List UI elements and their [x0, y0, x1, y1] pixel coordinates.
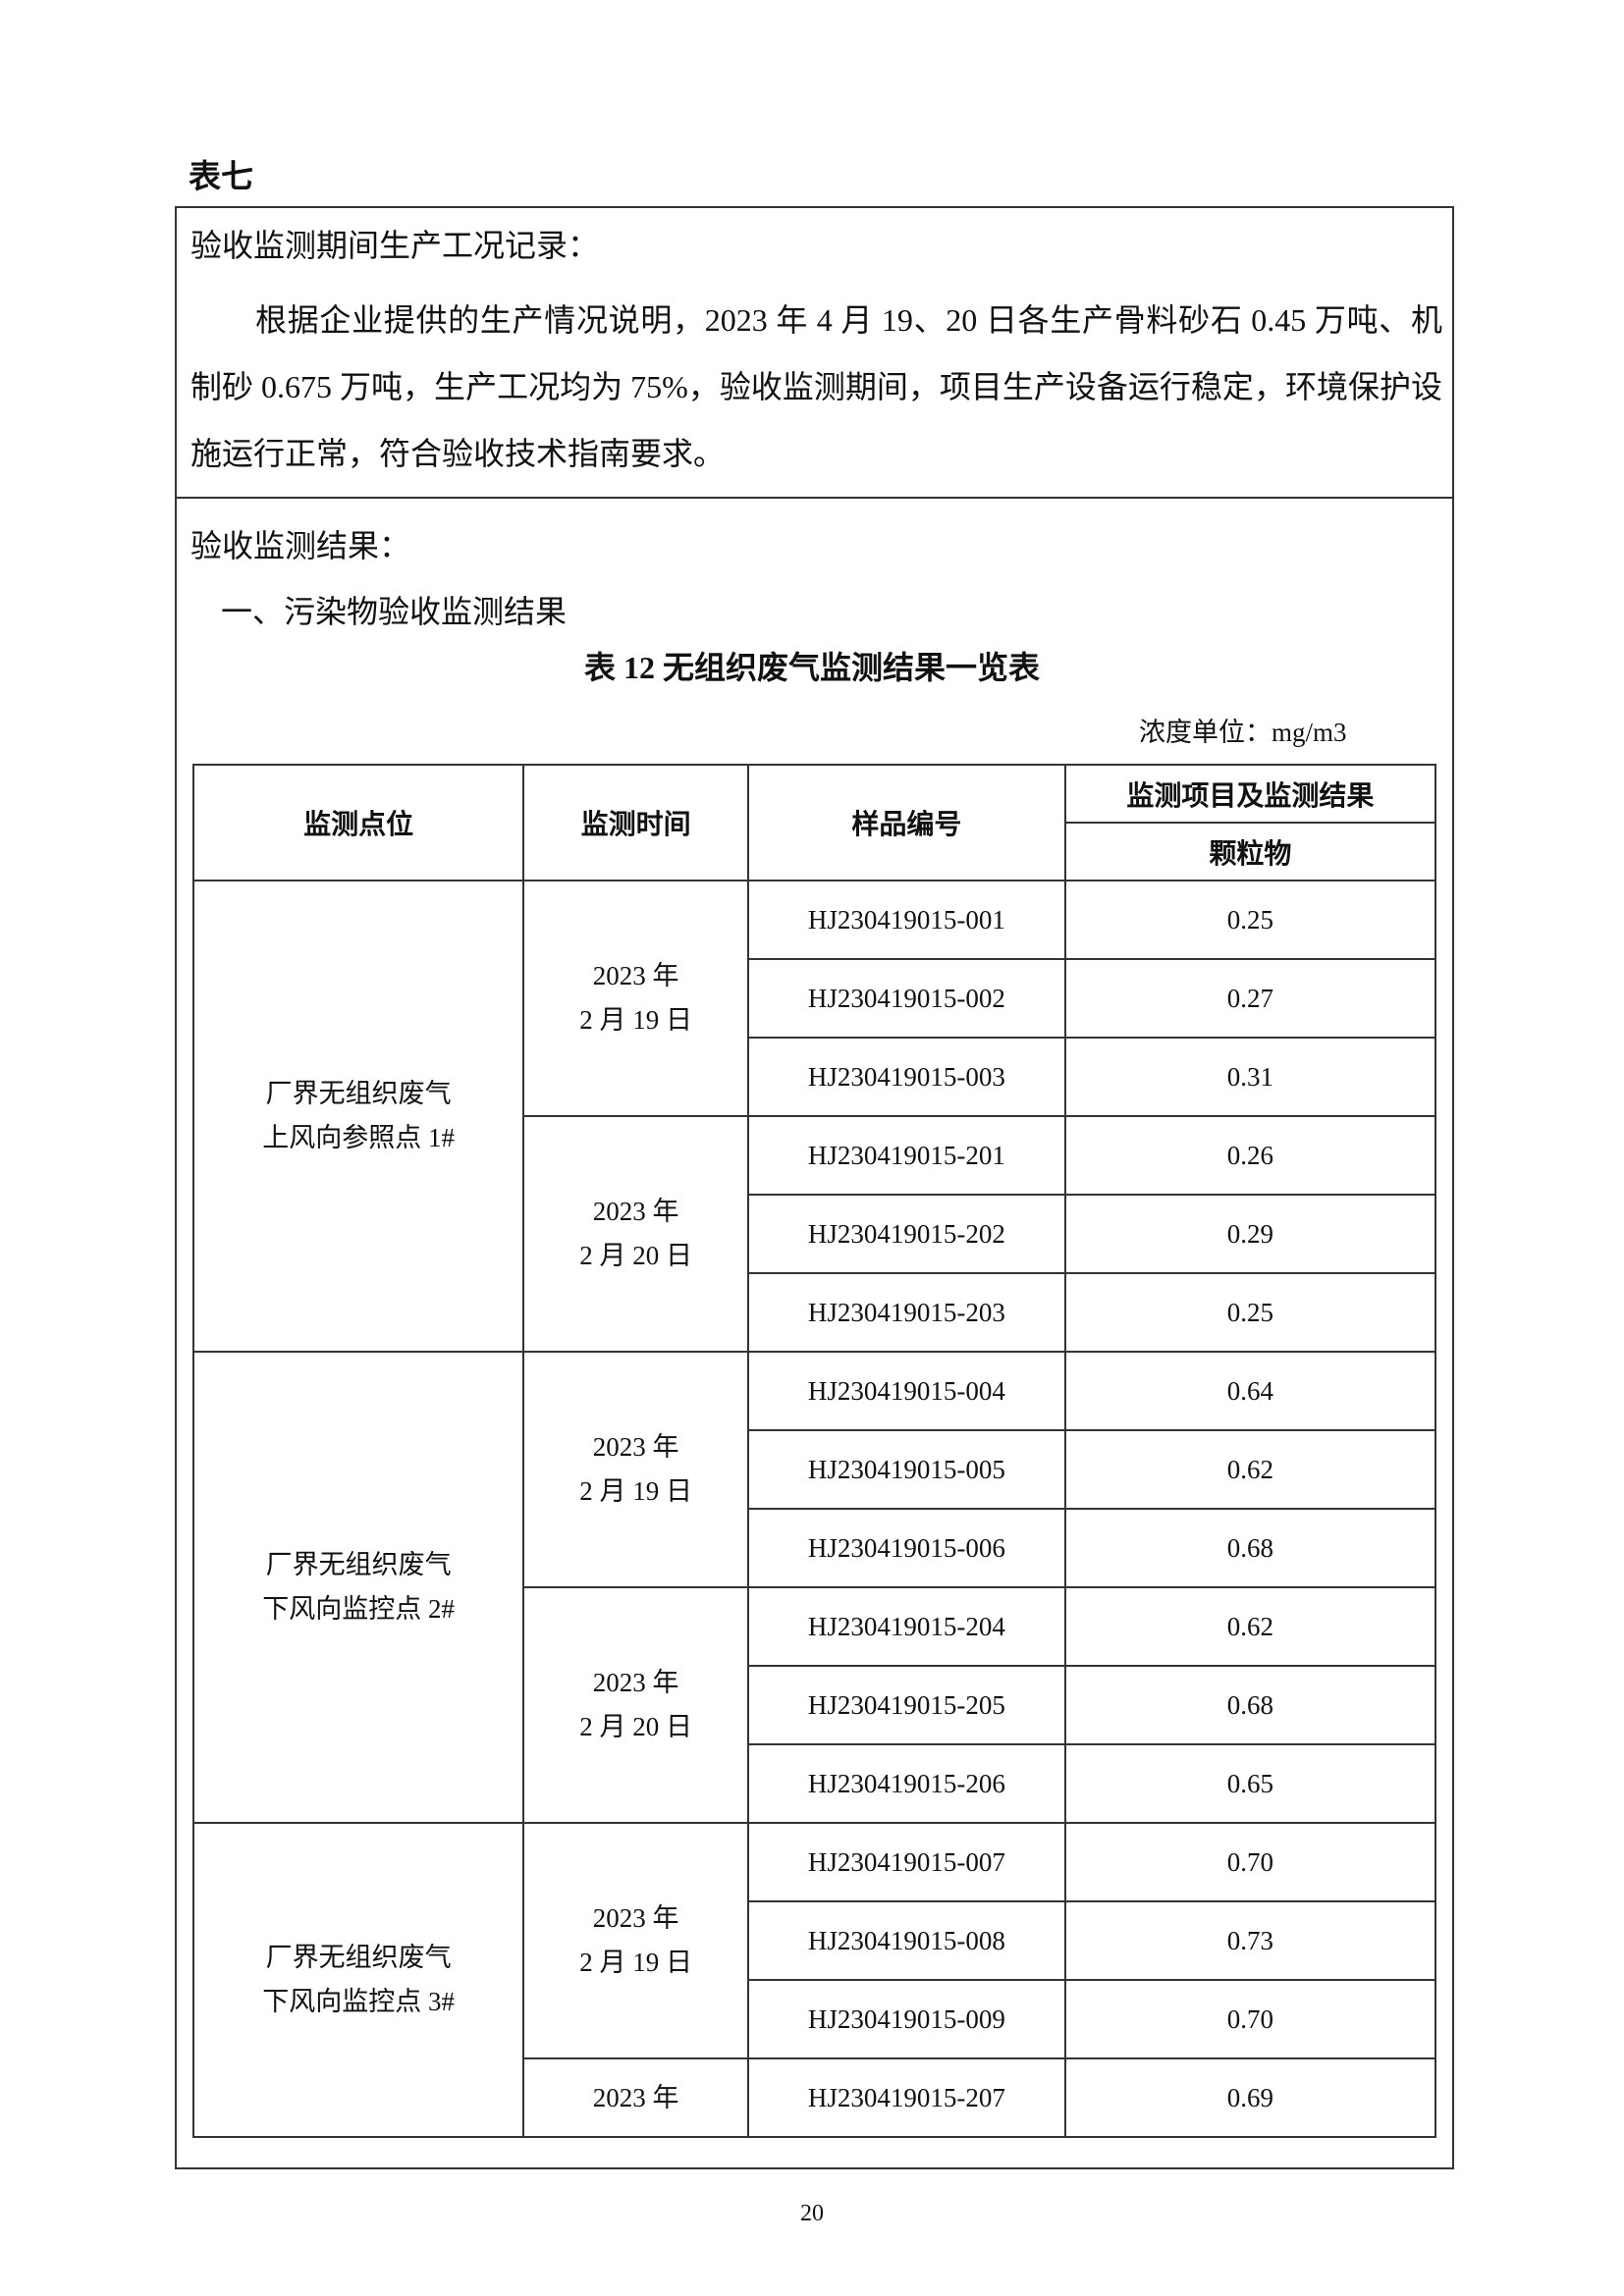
date-cell: 2023 年 2 月 19 日: [522, 1822, 749, 2059]
pm-value-cell: 0.70: [1063, 1979, 1437, 2059]
pm-value-cell: 0.27: [1063, 958, 1437, 1039]
pm-value-cell: 0.31: [1063, 1037, 1437, 1117]
header-sample-id: 样品编号: [747, 764, 1066, 881]
pm-value-cell: 0.62: [1063, 1429, 1437, 1510]
sample-id-cell: HJ230419015-008: [747, 1900, 1066, 1981]
section-divider: [175, 497, 1454, 499]
header-items: 监测项目及监测结果: [1063, 764, 1437, 824]
location-line2: 下风向监控点 3#: [262, 1987, 456, 2016]
sample-id-cell: HJ230419015-205: [747, 1665, 1066, 1745]
pm-value-cell: 0.68: [1063, 1508, 1437, 1588]
date-line2: 2 月 19 日: [579, 1005, 693, 1035]
section-title: 表七: [189, 160, 253, 195]
date-cell: 2023 年 2 月 19 日: [522, 1351, 749, 1588]
table-row: 2023 年 HJ230419015-207 0.69: [193, 2057, 1437, 2138]
location-cell: 厂界无组织废气 下风向监控点 2#: [191, 1351, 525, 1824]
sample-id-cell: HJ230419015-006: [747, 1508, 1066, 1588]
production-heading: 验收监测期间生产工况记录：: [190, 228, 600, 263]
date-line1: 2023 年: [592, 1432, 679, 1462]
outer-frame: [175, 206, 1454, 2169]
location-cell: 厂界无组织废气 下风向监控点 3#: [191, 1822, 525, 2138]
table-row: HJ230419015-205 0.68: [193, 1665, 1437, 1745]
pm-value-cell: 0.69: [1063, 2057, 1437, 2138]
production-paragraph: 根据企业提供的生产情况说明，2023 年 4 月 19、20 日各生产骨料砂石 …: [190, 302, 1442, 471]
sample-id-cell: HJ230419015-204: [747, 1586, 1066, 1667]
date-cell: 2023 年 2 月 20 日: [522, 1586, 749, 1824]
sample-id-cell: HJ230419015-002: [747, 958, 1066, 1039]
location-line1: 厂界无组织废气: [265, 1079, 452, 1108]
date-cell: 2023 年 2 月 20 日: [522, 1115, 749, 1353]
date-line1: 2023 年: [592, 1668, 679, 1697]
location-line2: 上风向参照点 1#: [262, 1123, 456, 1152]
date-line2: 2 月 20 日: [579, 1712, 693, 1741]
pm-value-cell: 0.29: [1063, 1194, 1437, 1274]
sample-id-cell: HJ230419015-009: [747, 1979, 1066, 2059]
sample-id-cell: HJ230419015-004: [747, 1351, 1066, 1431]
header-pollutant: 颗粒物: [1063, 822, 1437, 881]
results-sub-heading: 一、污染物验收监测结果: [221, 594, 568, 629]
table-row: 2023 年 2 月 20 日 HJ230419015-201 0.26: [193, 1115, 1437, 1353]
date-line2: 2 月 19 日: [579, 1948, 693, 1977]
unit-note: 浓度单位：mg/m3: [1139, 718, 1347, 747]
table-row: 2023 年 2 月 20 日 HJ230419015-204 0.62: [193, 1586, 1437, 1824]
table-row: HJ230419015-003 0.31: [193, 1037, 1437, 1117]
pm-value-cell: 0.25: [1063, 1272, 1437, 1353]
location-line1: 厂界无组织废气: [265, 1943, 452, 1972]
date-line1: 2023 年: [592, 1903, 679, 1933]
pm-value-cell: 0.25: [1063, 880, 1437, 960]
sample-id-cell: HJ230419015-001: [747, 880, 1066, 960]
sample-id-cell: HJ230419015-005: [747, 1429, 1066, 1510]
location-cell: 厂界无组织废气 上风向参照点 1#: [191, 880, 525, 1353]
results-heading: 验收监测结果：: [190, 528, 411, 563]
sample-id-cell: HJ230419015-203: [747, 1272, 1066, 1353]
sample-id-cell: HJ230419015-007: [747, 1822, 1066, 1902]
table-row: HJ230419015-002 0.27: [193, 958, 1437, 1039]
date-cell: 2023 年: [522, 2057, 749, 2138]
sample-id-cell: HJ230419015-202: [747, 1194, 1066, 1274]
sample-id-cell: HJ230419015-201: [747, 1115, 1066, 1196]
date-line2: 2 月 19 日: [579, 1476, 693, 1506]
table-row: HJ230419015-203 0.25: [193, 1272, 1437, 1353]
table-row: HJ230419015-008 0.73: [193, 1900, 1437, 1981]
date-line2: 2 月 20 日: [579, 1241, 693, 1270]
sample-id-cell: HJ230419015-206: [747, 1743, 1066, 1824]
header-time: 监测时间: [522, 764, 749, 881]
date-line1: 2023 年: [592, 2082, 679, 2112]
pm-value-cell: 0.73: [1063, 1900, 1437, 1981]
table-row: HJ230419015-006 0.68: [193, 1508, 1437, 1588]
sample-id-cell: HJ230419015-003: [747, 1037, 1066, 1117]
pm-value-cell: 0.62: [1063, 1586, 1437, 1667]
pm-value-cell: 0.68: [1063, 1665, 1437, 1745]
date-line1: 2023 年: [592, 1197, 679, 1226]
pm-value-cell: 0.65: [1063, 1743, 1437, 1824]
pm-value-cell: 0.64: [1063, 1351, 1437, 1431]
pm-value-cell: 0.70: [1063, 1822, 1437, 1902]
page-number: 20: [800, 2201, 824, 2226]
table-row: HJ230419015-202 0.29: [193, 1194, 1437, 1274]
monitoring-results-table: 监测点位 监测时间 样品编号 监测项目及监测结果 颗粒物 厂界无组织废气 上风向参…: [191, 764, 1437, 2138]
table-title: 表 12 无组织废气监测结果一览表: [583, 650, 1040, 685]
date-cell: 2023 年 2 月 19 日: [522, 880, 749, 1117]
location-line1: 厂界无组织废气: [265, 1550, 452, 1579]
table-row: HJ230419015-005 0.62: [193, 1429, 1437, 1510]
table-row: HJ230419015-009 0.70: [193, 1979, 1437, 2059]
date-line1: 2023 年: [592, 961, 679, 990]
sample-id-cell: HJ230419015-207: [747, 2057, 1066, 2138]
table-row: HJ230419015-206 0.65: [193, 1743, 1437, 1824]
header-location: 监测点位: [191, 764, 525, 881]
pm-value-cell: 0.26: [1063, 1115, 1437, 1196]
location-line2: 下风向监控点 2#: [262, 1594, 456, 1624]
